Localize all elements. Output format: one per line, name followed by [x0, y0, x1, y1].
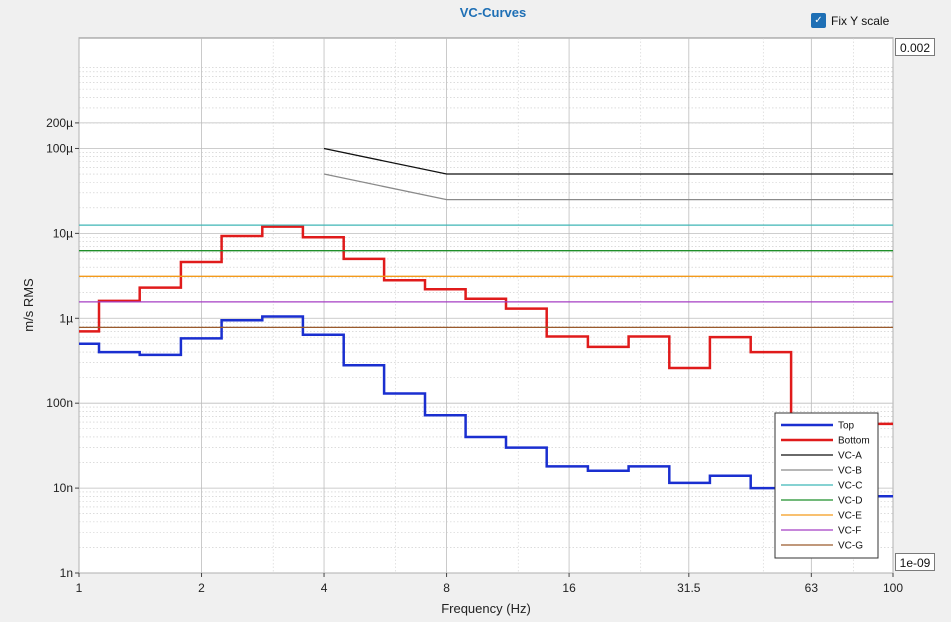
y-axis-label: m/s RMS [21, 278, 36, 332]
x-tick-label: 1 [76, 581, 83, 595]
x-tick-label: 8 [443, 581, 450, 595]
legend-label: VC-E [838, 511, 862, 522]
x-tick-label: 63 [805, 581, 819, 595]
series-line-top [79, 315, 893, 498]
series-line-vc-b [323, 173, 893, 201]
y-axis-ticks: 1n 10n 100n 1µ 10µ 100µ 200µ [46, 116, 79, 580]
fix-y-scale-label: Fix Y scale [831, 13, 890, 28]
x-axis-ticks: 1 2 4 8 16 31.5 63 100 [76, 573, 903, 595]
x-tick-label: 31.5 [677, 581, 701, 595]
legend-label: VC-D [838, 496, 862, 507]
chart-title: VC-Curves [460, 5, 526, 20]
x-tick-label: 2 [198, 581, 205, 595]
x-tick-label: 4 [321, 581, 328, 595]
y-min-input[interactable]: 1e-09 [895, 553, 935, 571]
legend-label: VC-G [838, 541, 863, 552]
grid [78, 38, 894, 574]
x-tick-label: 16 [562, 581, 576, 595]
legend-label: VC-C [838, 481, 862, 492]
series-line-bottom [79, 225, 893, 426]
plot-area [78, 37, 894, 574]
y-tick-label: 10n [53, 481, 73, 495]
legend-label: Top [838, 421, 855, 432]
legend: Top Bottom VC-A VC-B VC-C VC-D VC-E VC-F VC-G [774, 412, 879, 559]
checkbox-checked-icon[interactable]: ✓ [811, 13, 826, 28]
legend-label: VC-B [838, 466, 862, 477]
series-line-vc-a [323, 147, 893, 175]
x-tick-label: 100 [883, 581, 903, 595]
fix-y-scale-checkbox[interactable]: ✓ Fix Y scale [811, 13, 889, 28]
series-layer [79, 147, 893, 498]
legend-label: Bottom [838, 436, 870, 447]
y-tick-label: 200µ [46, 116, 73, 130]
legend-label: VC-F [838, 526, 861, 537]
y-tick-label: 100µ [46, 141, 73, 155]
y-tick-label: 1µ [59, 311, 73, 325]
y-tick-label: 100n [46, 396, 73, 410]
y-tick-label: 10µ [53, 226, 73, 240]
x-axis-label: Frequency (Hz) [441, 601, 531, 616]
legend-label: VC-A [838, 451, 862, 462]
y-max-input[interactable]: 0.002 [895, 38, 935, 56]
y-tick-label: 1n [60, 566, 73, 580]
